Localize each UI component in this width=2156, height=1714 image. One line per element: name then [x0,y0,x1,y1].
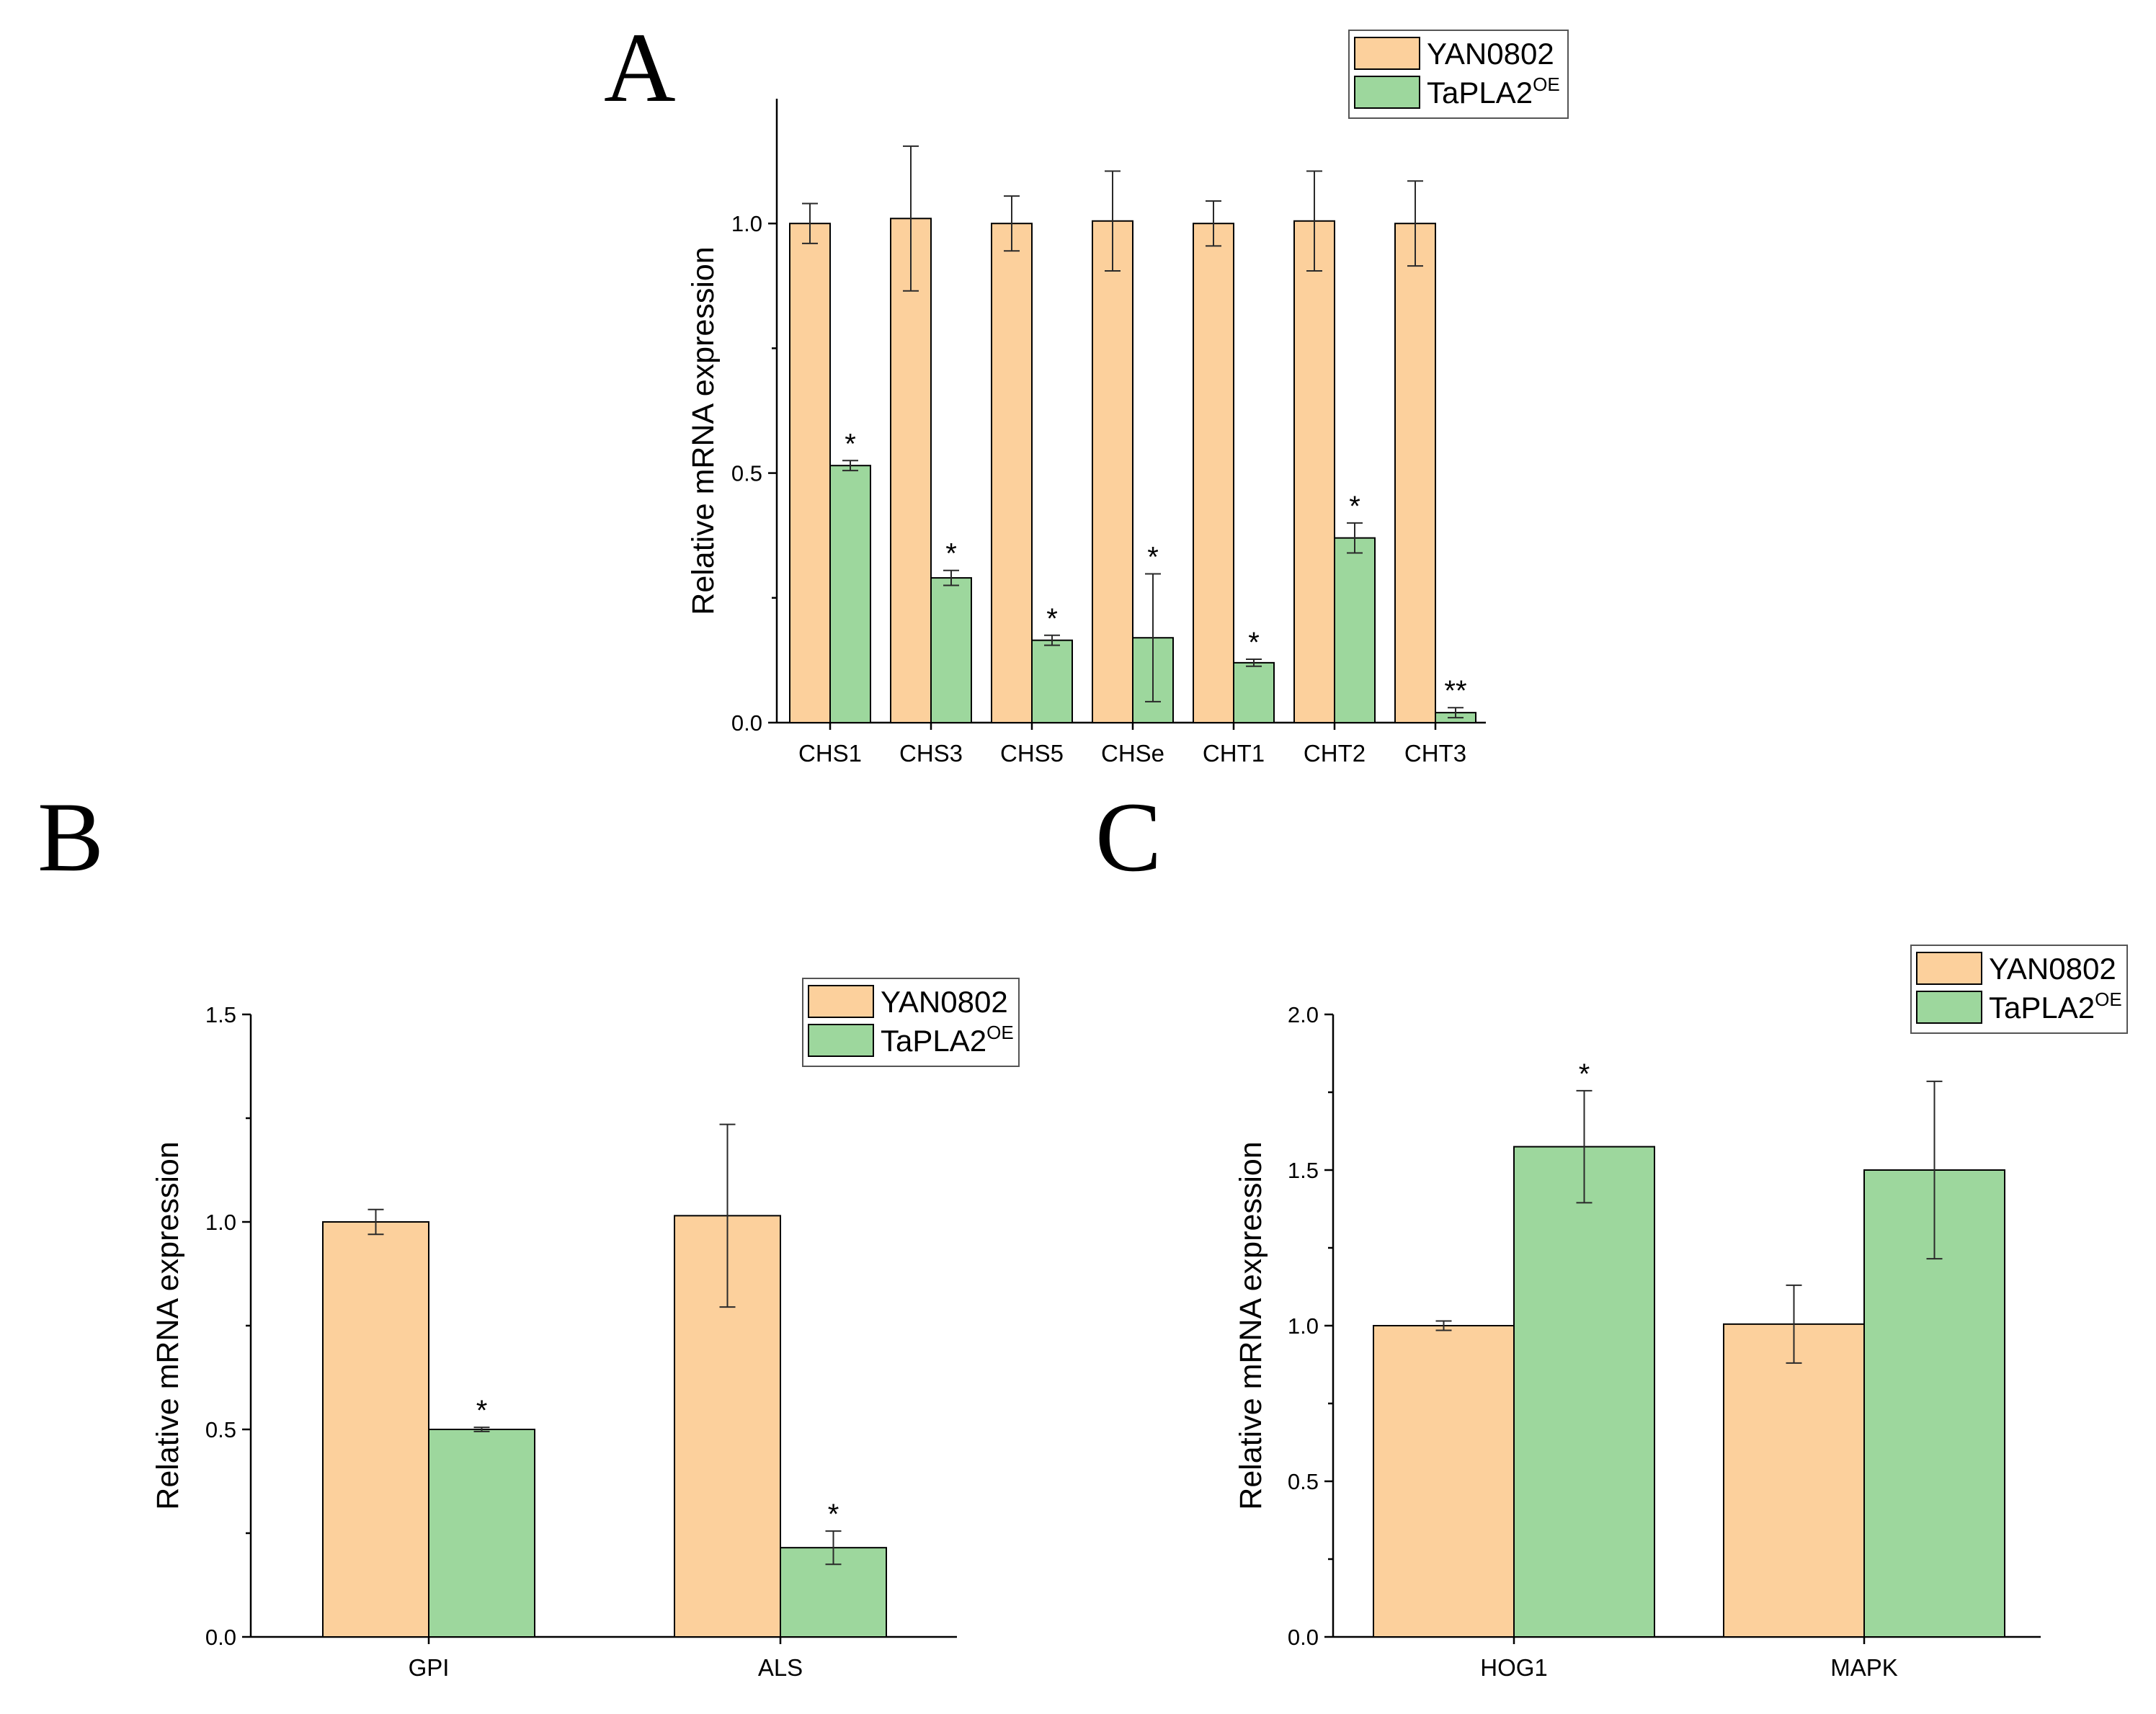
y-tick-label: 1.0 [205,1210,236,1235]
y-tick-label: 1.5 [205,1002,236,1027]
bar-tapla2oe [1233,661,1275,724]
significance-marker: ** [1444,675,1466,707]
bar-yan0802 [1373,1325,1515,1638]
bar-yan0802 [1394,223,1436,723]
bar-yan0802 [890,218,932,724]
x-category-label: CHT2 [1304,740,1366,767]
x-category-label: CHS5 [1000,740,1064,767]
bar-yan0802 [1723,1323,1865,1638]
legend-label-superscript: OE [2095,988,2122,1010]
bar-yan0802 [1092,220,1133,723]
panel-letter-b: B [37,782,104,892]
bar-tapla2oe [930,577,972,724]
bar-yan0802 [1293,220,1335,723]
x-category-label: CHS3 [899,740,963,767]
y-tick-label: 1.0 [731,211,762,236]
x-category-label: CHSe [1101,740,1164,767]
legend-swatch-tapla2oe [1916,991,1982,1024]
significance-marker: * [1147,542,1159,573]
legend-label: YAN0802 [1427,37,1554,71]
significance-marker: * [845,428,856,460]
bar-tapla2oe [829,465,871,723]
y-tick-label: 0.5 [731,461,762,486]
chart-panel-a: A 0.0 0.5 1.0 Relative mRNA expression CHS1 *… [604,12,1569,767]
y-tick-label: 0.0 [1288,1625,1319,1650]
y-tick-label: 0.5 [205,1417,236,1442]
chart-panel-b: B 0.0 0.5 1.0 1.5 Relative mRNA expression GP… [37,782,1020,1681]
y-tick-label: 0.0 [731,710,762,736]
legend-label-superscript: OE [1533,73,1560,95]
bar-tapla2oe [1513,1146,1655,1638]
y-tick-label: 0.0 [205,1625,236,1650]
y-axis-title: Relative mRNA expression [151,1141,185,1509]
significance-marker: * [1349,491,1360,522]
bar-yan0802 [789,223,831,723]
significance-marker: * [828,1499,839,1530]
y-axis-title: Relative mRNA expression [686,246,721,615]
significance-marker: * [945,538,957,570]
x-category-label: CHT3 [1404,740,1466,767]
y-tick-label: 2.0 [1288,1002,1319,1027]
panel-letter-a: A [604,12,676,122]
significance-marker: * [476,1395,488,1427]
bar-tapla2oe [1031,639,1073,723]
x-category-label: CHS1 [798,740,862,767]
bar-tapla2oe [428,1429,535,1638]
x-category-label: CHT1 [1203,740,1265,767]
bar-tapla2oe [1334,537,1376,723]
x-category-label: GPI [409,1654,450,1681]
legend-swatch-yan0802 [808,985,874,1018]
x-category-label: MAPK [1830,1654,1898,1681]
legend-label: YAN0802 [1989,952,2116,986]
legend-swatch-tapla2oe [1354,76,1420,109]
legend-swatch-yan0802 [1916,952,1982,985]
significance-marker: * [1579,1058,1590,1090]
y-tick-label: 0.5 [1288,1469,1319,1494]
bar-yan0802 [991,223,1033,723]
chart-panel-c: C 0.0 0.5 1.0 1.5 2.0 Relative mRNA expressio… [1095,782,2128,1681]
y-axis-title: Relative mRNA expression [1234,1141,1268,1509]
significance-marker: * [1046,603,1058,635]
y-tick-label: 1.0 [1288,1313,1319,1339]
legend-label-superscript: OE [986,1022,1014,1043]
x-category-label: HOG1 [1480,1654,1548,1681]
y-tick-label: 1.5 [1288,1158,1319,1183]
legend-label: YAN0802 [881,985,1008,1019]
legend-swatch-tapla2oe [808,1024,874,1057]
panel-letter-c: C [1095,782,1162,892]
bar-yan0802 [1193,223,1234,723]
significance-marker: * [1248,627,1260,659]
bar-yan0802 [322,1221,429,1638]
legend-swatch-yan0802 [1354,37,1420,70]
x-category-label: ALS [758,1654,803,1681]
